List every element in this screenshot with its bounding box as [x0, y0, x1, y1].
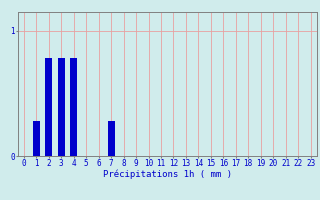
Bar	[70, 58, 77, 156]
Bar	[58, 58, 65, 156]
Bar	[108, 121, 115, 156]
Bar	[33, 121, 40, 156]
X-axis label: Précipitations 1h ( mm ): Précipitations 1h ( mm )	[103, 169, 232, 179]
Bar	[45, 58, 52, 156]
